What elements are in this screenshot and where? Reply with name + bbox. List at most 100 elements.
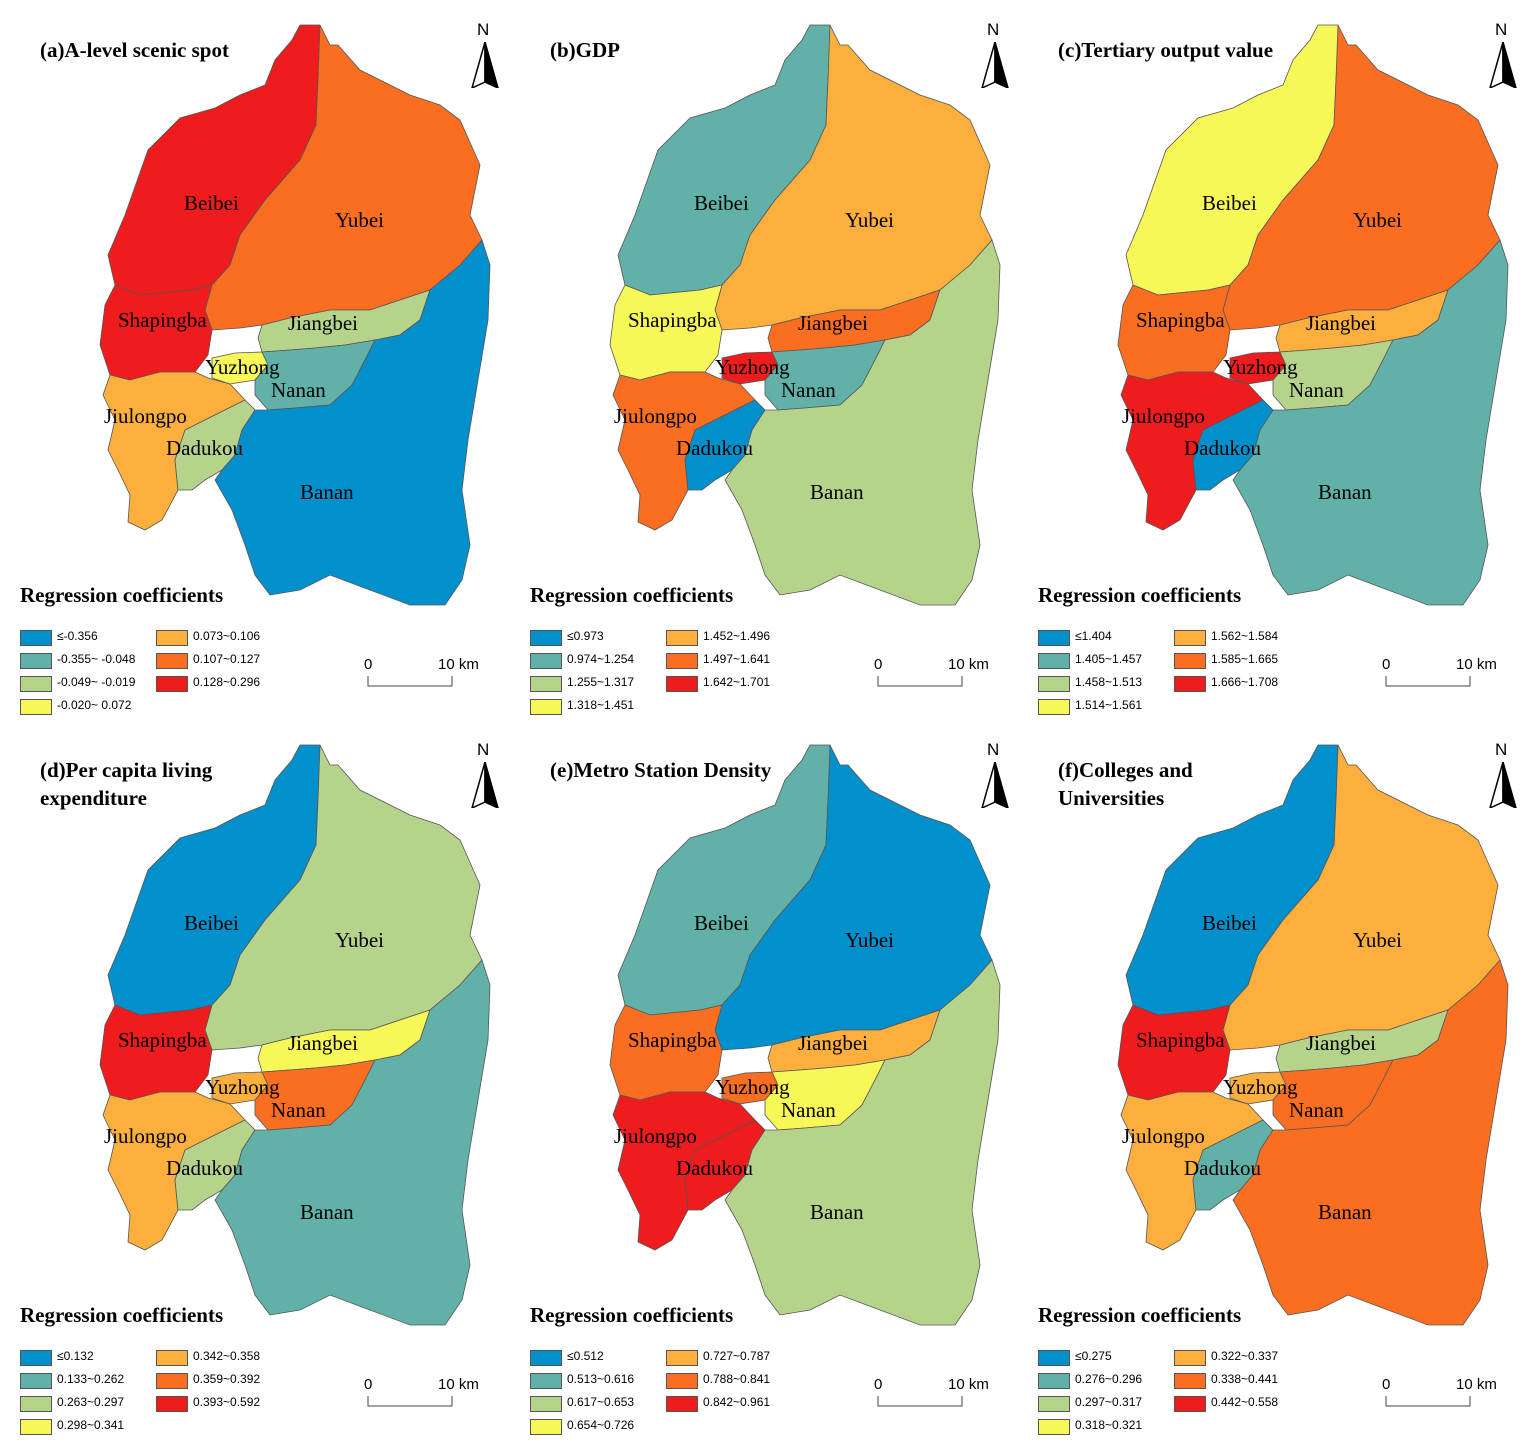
panel-title: (d)Per capita living expenditure (40, 758, 213, 810)
legend-title: Regression coefficients (1038, 583, 1242, 607)
panel-title: (e)Metro Station Density (550, 758, 772, 782)
legend-label: 0.727~0.787 (703, 1349, 771, 1363)
north-arrow: N (978, 740, 1012, 810)
legend-label: 0.617~0.653 (567, 1395, 635, 1409)
district-label-yubei: Yubei (1353, 928, 1402, 952)
panel-title: (b)GDP (550, 38, 620, 62)
district-label-shapingba: Shapingba (118, 308, 207, 332)
legend-swatch (156, 630, 188, 646)
district-label-banan: Banan (1318, 480, 1372, 504)
legend-label: 0.359~0.392 (193, 1372, 261, 1386)
scale-bar-line (877, 1396, 963, 1407)
district-label-jiulongpo: Jiulongpo (614, 404, 697, 428)
legend-label: 0.342~0.358 (193, 1349, 261, 1363)
district-label-yuzhong: Yuzhong (1223, 355, 1298, 379)
district-label-nanan: Nanan (1289, 1098, 1344, 1122)
legend-swatch (666, 1373, 698, 1389)
district-label-nanan: Nanan (781, 378, 836, 402)
legend-swatch (20, 1350, 52, 1366)
scale-ten-km: 10 km (438, 656, 479, 673)
north-arrow-icon (471, 42, 499, 88)
legend-title: Regression coefficients (20, 1303, 224, 1327)
scale-ten-km: 10 km (1456, 656, 1497, 673)
scale-zero: 0 (1382, 656, 1391, 673)
district-label-yubei: Yubei (335, 928, 384, 952)
district-label-jiulongpo: Jiulongpo (104, 1124, 187, 1148)
legend-swatch (1174, 630, 1206, 646)
district-label-banan: Banan (300, 1200, 354, 1224)
district-label-beibei: Beibei (1202, 191, 1257, 215)
legend-label: 0.128~0.296 (193, 675, 261, 689)
legend-label: 1.666~1.708 (1211, 675, 1279, 689)
district-label-jiangbei: Jiangbei (1306, 1031, 1376, 1055)
legend-label: 0.338~0.441 (1211, 1372, 1279, 1386)
legend-label: 0.322~0.337 (1211, 1349, 1279, 1363)
legend-label: 0.276~0.296 (1075, 1372, 1143, 1386)
scale-zero: 0 (364, 1376, 373, 1393)
north-arrow-icon (471, 762, 499, 808)
scale-bar-line (1385, 1396, 1471, 1407)
district-label-beibei: Beibei (184, 191, 239, 215)
district-label-jiangbei: Jiangbei (798, 1031, 868, 1055)
district-label-nanan: Nanan (271, 1098, 326, 1122)
legend-swatch (530, 676, 562, 692)
district-label-nanan: Nanan (271, 378, 326, 402)
district-label-yuzhong: Yuzhong (715, 1075, 790, 1099)
district-label-yuzhong: Yuzhong (205, 1075, 280, 1099)
north-arrow-label: N (1495, 740, 1508, 759)
legend-swatch (1174, 1396, 1206, 1412)
district-map (99, 24, 491, 606)
scale-zero: 0 (1382, 1376, 1391, 1393)
district-banan (1232, 239, 1509, 606)
scale-bar: 0 10 km (1378, 650, 1518, 690)
legend-swatch (1174, 1373, 1206, 1389)
district-label-shapingba: Shapingba (118, 1028, 207, 1052)
legend-swatch (1038, 1350, 1070, 1366)
legend-label: 0.318~0.321 (1075, 1418, 1143, 1432)
legend-swatch (1038, 1419, 1070, 1435)
legend-label: ≤0.132 (57, 1349, 94, 1363)
legend-swatch (530, 1419, 562, 1435)
district-label-jiulongpo: Jiulongpo (614, 1124, 697, 1148)
legend-label: 1.642~1.701 (703, 675, 771, 689)
legend-label: 0.513~0.616 (567, 1372, 635, 1386)
north-arrow-label: N (1495, 20, 1508, 39)
legend-swatch (530, 630, 562, 646)
legend-swatch (666, 1350, 698, 1366)
scale-bar: 0 10 km (360, 650, 500, 690)
district-banan (214, 959, 491, 1326)
district-banan (1232, 959, 1509, 1326)
north-arrow-label: N (477, 740, 490, 759)
district-label-yuzhong: Yuzhong (205, 355, 280, 379)
north-arrow: N (978, 20, 1012, 90)
scale-zero: 0 (874, 656, 883, 673)
legend-swatch (666, 1396, 698, 1412)
district-label-yuzhong: Yuzhong (1223, 1075, 1298, 1099)
district-label-jiangbei: Jiangbei (288, 311, 358, 335)
district-label-yuzhong: Yuzhong (715, 355, 790, 379)
map-panel-2: (b)GDP N Beibei Yubei Shapingba Jiangbei… (510, 0, 1018, 720)
district-shapingba (1117, 284, 1231, 381)
legend-label: 1.562~1.584 (1211, 629, 1279, 643)
legend-swatch (156, 1350, 188, 1366)
district-label-jiulongpo: Jiulongpo (104, 404, 187, 428)
district-label-nanan: Nanan (1289, 378, 1344, 402)
legend-title: Regression coefficients (20, 583, 224, 607)
district-label-dadukou: Dadukou (166, 436, 243, 460)
legend-label: 1.497~1.641 (703, 652, 771, 666)
legend-label: 1.318~1.451 (567, 698, 635, 712)
district-label-beibei: Beibei (694, 191, 749, 215)
legend-swatch (156, 676, 188, 692)
legend-label: 1.458~1.513 (1075, 675, 1143, 689)
scale-bar-line (877, 676, 963, 687)
north-arrow-icon (1489, 42, 1517, 88)
legend-swatch (1038, 1373, 1070, 1389)
district-label-beibei: Beibei (184, 911, 239, 935)
legend-title: Regression coefficients (530, 583, 734, 607)
scale-bar: 0 10 km (1378, 1370, 1518, 1410)
district-label-banan: Banan (300, 480, 354, 504)
district-label-jiangbei: Jiangbei (798, 311, 868, 335)
map-panel-6: (f)Colleges and Universities N Beibei Yu… (1018, 720, 1526, 1440)
legend-swatch (20, 1373, 52, 1389)
legend-swatch (20, 1396, 52, 1412)
